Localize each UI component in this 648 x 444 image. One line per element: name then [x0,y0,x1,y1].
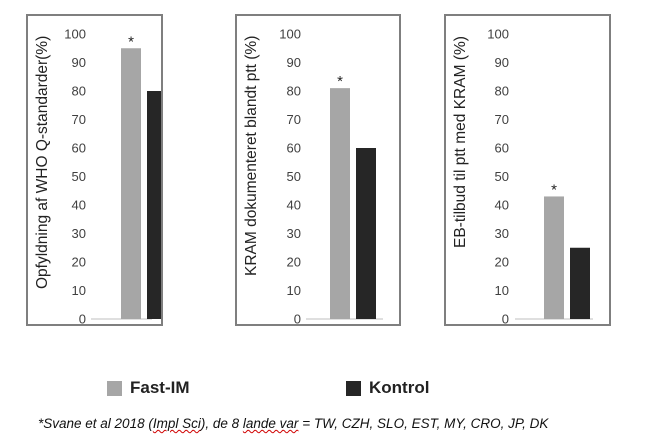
y-tick-label: 0 [294,312,301,325]
y-tick-label: 90 [72,55,86,70]
y-tick-label: 40 [72,198,86,213]
y-tick-label: 20 [495,255,509,270]
y-tick-label: 60 [72,141,86,156]
y-axis-label: EB-tilbud til ptt med KRAM (%) [452,36,469,248]
chart-svg-who-q: 0 10 20 30 40 50 60 70 80 90 100 * [64,27,161,325]
y-tick-label: 100 [64,27,86,42]
y-tick-label: 80 [495,84,509,99]
y-tick-label: 60 [495,141,509,156]
significance-marker: * [551,181,557,198]
chart-panel-kram-dok: 0 10 20 30 40 50 60 70 80 90 100 * KRAM dokumenteret… [235,14,401,326]
chart-panel-who-q: 0 10 20 30 40 50 60 70 80 90 100 * Opfyldning af WHO… [26,14,163,326]
y-tick-label: 10 [287,283,301,298]
y-tick-label: 90 [287,55,301,70]
y-tick-label: 90 [495,55,509,70]
legend-label-kontrol: Kontrol [369,378,430,397]
y-tick-label: 20 [287,255,301,270]
y-tick-label: 30 [287,226,301,241]
y-tick-label: 100 [279,27,301,42]
y-tick-label: 70 [495,112,509,127]
y-tick-label: 80 [72,84,86,99]
y-tick-label: 0 [502,312,509,325]
y-tick-label: 50 [72,169,86,184]
legend: Fast-IM Kontrol [107,378,527,402]
footnote-text-1: *Svane et al 2018 ( [38,416,153,431]
footnote: *Svane et al 2018 (Impl Sci), de 8 lande… [38,416,548,431]
y-tick-label: 70 [72,112,86,127]
y-tick-label: 60 [287,141,301,156]
significance-marker: * [337,73,343,90]
legend-swatch-kontrol [346,380,361,396]
legend-item-kontrol: Kontrol [346,378,429,398]
legend-label-fast-im: Fast-IM [130,378,190,397]
bar-fast-im [330,88,350,320]
y-tick-label: 0 [79,312,86,325]
legend-item-fast-im: Fast-IM [107,378,190,398]
footnote-lande-var: lande var [242,416,299,431]
footnote-journal: Impl Sci [152,416,201,431]
chart-panel-eb-tilbud: 0 10 20 30 40 50 60 70 80 90 100 * EB-tilbud til ptt… [444,14,611,326]
y-tick-label: 20 [72,255,86,270]
chart-svg-eb-tilbud: 0 10 20 30 40 50 60 70 80 90 100 * [487,27,593,325]
bar-kontrol [570,247,590,319]
bar-fast-im [544,196,564,319]
y-tick-label: 50 [495,169,509,184]
footnote-text-2: ), de 8 [200,416,243,431]
y-tick-label: 10 [495,283,509,298]
y-axis-label: KRAM dokumenteret blandt ptt (%) [243,35,260,276]
y-tick-label: 10 [72,283,86,298]
y-tick-label: 50 [287,169,301,184]
chart-svg-kram-dok: 0 10 20 30 40 50 60 70 80 90 100 * [279,27,383,325]
bar-kontrol [147,91,161,319]
significance-marker: * [128,33,134,50]
footnote-text-3: = TW, CZH, SLO, EST, MY, CRO, JP, DK [298,416,549,431]
y-tick-label: 40 [287,198,301,213]
y-tick-label: 40 [495,198,509,213]
y-tick-label: 30 [495,226,509,241]
y-tick-label: 100 [487,27,509,42]
bar-fast-im [121,48,141,319]
y-tick-label: 30 [72,226,86,241]
legend-swatch-fast-im [107,380,122,396]
y-tick-label: 70 [287,112,301,127]
y-axis-label: Opfyldning af WHO Q-standarder(%) [34,35,51,289]
y-tick-label: 80 [287,84,301,99]
bar-kontrol [356,148,376,319]
